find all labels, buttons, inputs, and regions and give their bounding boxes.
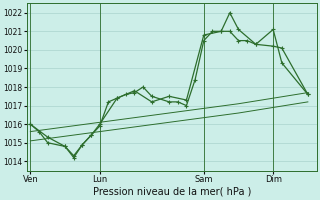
X-axis label: Pression niveau de la mer( hPa ): Pression niveau de la mer( hPa ) (92, 187, 251, 197)
